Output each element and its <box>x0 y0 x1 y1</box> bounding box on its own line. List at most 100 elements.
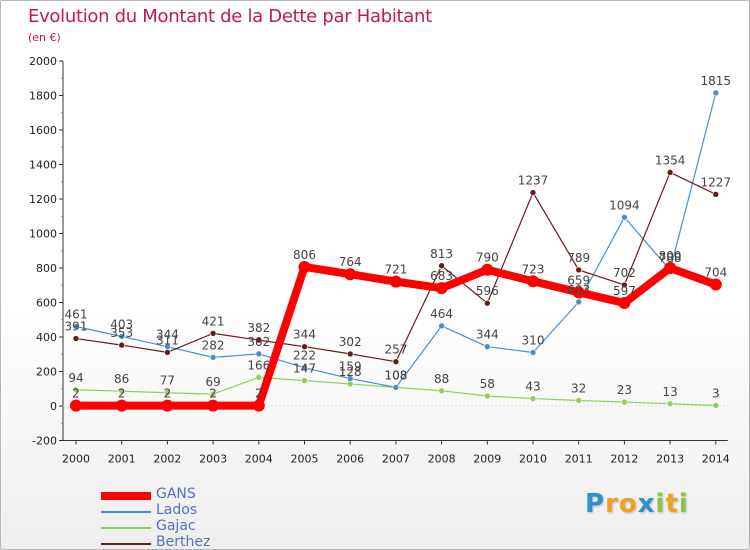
data-label-gans: 800 <box>659 249 682 263</box>
data-point-gans <box>664 262 677 274</box>
logo-letter: o <box>618 489 638 519</box>
logo-letter: r <box>605 489 619 519</box>
data-label-gajac: 128 <box>339 365 362 379</box>
y-tick-label: 1800 <box>29 90 57 103</box>
legend-swatch <box>101 527 151 529</box>
data-point-lados <box>575 298 583 306</box>
data-label-berthez: 789 <box>567 251 590 265</box>
data-point-lados <box>712 89 720 97</box>
x-tick-label: 2008 <box>428 453 456 466</box>
data-label-gajac: 94 <box>68 371 83 385</box>
data-label-gajac: 88 <box>434 372 449 386</box>
x-tick-label: 2002 <box>153 453 181 466</box>
data-label-berthez: 382 <box>247 321 270 335</box>
legend-label: GANS <box>156 486 196 502</box>
chart-title: Evolution du Montant de la Dette par Hab… <box>28 6 432 27</box>
data-label-lados: 603 <box>567 283 590 297</box>
data-point-berthez <box>575 266 583 274</box>
y-tick-label: 0 <box>50 400 57 413</box>
y-tick-label: -200 <box>32 435 57 448</box>
data-label-lados: 461 <box>65 307 88 321</box>
data-point-lados <box>529 349 537 356</box>
data-label-gans: 2 <box>72 387 80 401</box>
data-label-gajac: 32 <box>571 381 586 395</box>
x-tick-label: 2000 <box>62 453 90 466</box>
data-label-gans: 683 <box>430 269 453 283</box>
data-label-gans: 2 <box>255 387 263 401</box>
logo-letter: i <box>678 489 689 519</box>
data-label-berthez: 391 <box>65 320 88 334</box>
data-point-gajac <box>209 390 217 398</box>
data-point-gajac <box>666 400 674 408</box>
data-label-lados: 464 <box>430 307 453 321</box>
data-point-lados <box>301 364 308 372</box>
data-label-lados: 282 <box>202 338 225 352</box>
data-point-gans <box>115 399 128 412</box>
data-point-berthez <box>346 350 354 358</box>
data-label-lados: 788 <box>659 251 682 265</box>
data-point-gajac <box>529 395 537 402</box>
logo-letter: P <box>585 489 606 519</box>
data-point-gajac <box>575 397 583 404</box>
y-tick-label: 1400 <box>29 159 57 172</box>
data-point-berthez <box>164 349 171 356</box>
data-point-gans <box>527 275 539 288</box>
data-point-gans <box>161 399 174 412</box>
y-tick-label: 1000 <box>29 228 57 241</box>
x-tick-label: 2003 <box>199 453 227 466</box>
data-point-gans <box>709 278 722 291</box>
x-tick-label: 2012 <box>610 453 638 466</box>
data-point-lados <box>621 213 628 221</box>
data-point-berthez <box>255 336 263 344</box>
x-tick-label: 2004 <box>245 453 273 466</box>
data-point-lados <box>483 343 491 350</box>
y-tick-label: 1200 <box>29 193 57 206</box>
data-label-lados: 344 <box>156 328 179 342</box>
data-label-gans: 790 <box>476 251 499 265</box>
data-point-gans <box>572 286 585 299</box>
data-label-berthez: 353 <box>110 326 133 340</box>
data-point-gajac <box>301 377 308 384</box>
data-label-lados: 1815 <box>701 74 732 88</box>
logo-letter: x <box>637 489 656 519</box>
data-point-berthez <box>392 358 400 365</box>
data-label-gans: 2 <box>164 387 172 401</box>
data-point-berthez <box>621 281 628 289</box>
legend-swatch <box>101 543 151 545</box>
data-point-berthez <box>209 330 217 337</box>
data-label-gajac: 23 <box>617 383 632 397</box>
x-tick-label: 2007 <box>382 453 410 466</box>
data-point-gajac <box>255 374 263 381</box>
x-tick-label: 2010 <box>519 453 547 466</box>
x-tick-label: 2009 <box>473 453 501 466</box>
x-tick-label: 2014 <box>702 453 730 466</box>
data-label-lados: 159 <box>339 360 362 374</box>
data-label-berthez: 813 <box>430 247 453 261</box>
y-tick-label: 2000 <box>29 55 57 68</box>
data-point-lados <box>118 333 125 340</box>
data-label-gans: 721 <box>384 263 407 277</box>
x-tick-label: 2001 <box>108 453 136 466</box>
legend-label: Berthez <box>156 534 211 550</box>
data-label-berthez: 702 <box>613 266 636 280</box>
data-point-gans <box>481 263 494 276</box>
data-label-gans: 723 <box>522 262 545 276</box>
y-tick-label: 600 <box>36 297 57 310</box>
data-label-gajac: 77 <box>160 374 175 388</box>
data-label-gans: 2 <box>118 387 126 401</box>
data-point-lados <box>255 350 263 358</box>
data-label-gajac: 166 <box>247 358 270 372</box>
data-point-gans <box>70 399 82 412</box>
data-point-berthez <box>483 299 491 307</box>
data-point-lados <box>392 384 400 391</box>
data-point-berthez <box>72 335 80 342</box>
data-point-berthez <box>438 262 445 270</box>
data-point-gajac <box>438 387 445 395</box>
x-tick-label: 2005 <box>291 453 319 466</box>
data-point-gajac <box>483 392 491 400</box>
y-tick-label: 200 <box>36 366 57 379</box>
data-point-berthez <box>712 191 720 198</box>
data-label-berthez: 344 <box>293 328 316 342</box>
data-label-berthez: 1227 <box>701 175 732 189</box>
